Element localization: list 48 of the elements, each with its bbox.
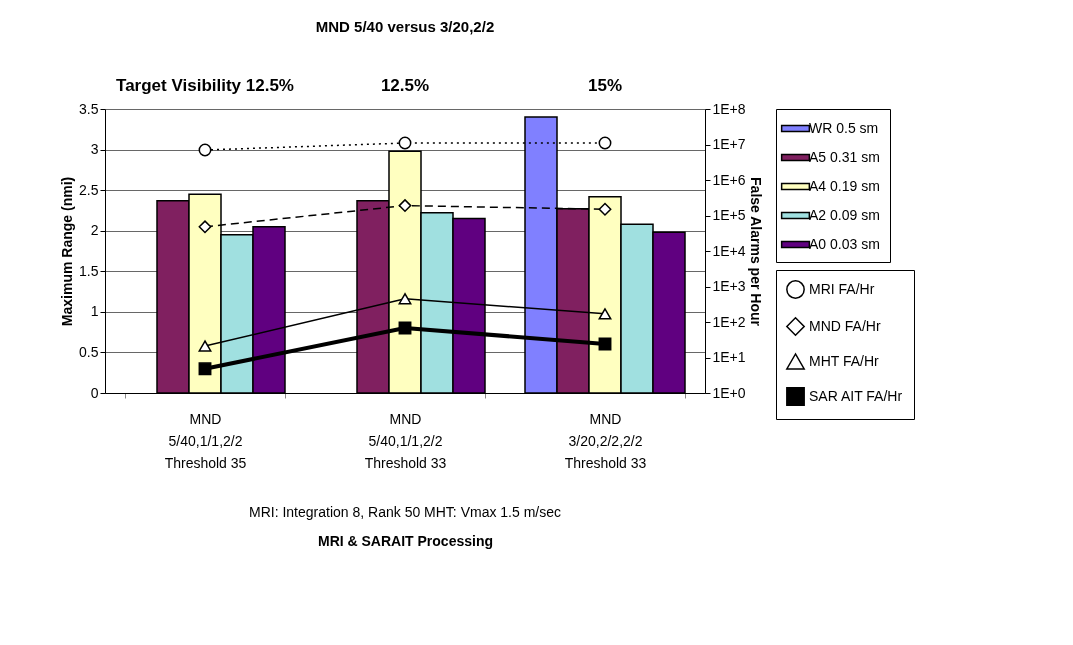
legend-label: WR 0.5 sm bbox=[809, 119, 879, 136]
point bbox=[398, 321, 412, 335]
x-axis-title: MRI & SARAIT Processing bbox=[317, 532, 494, 549]
text: 12.5% bbox=[380, 76, 430, 95]
y2-axis-title: False Alarms per Hour bbox=[747, 177, 764, 327]
y-tick-label: 1 bbox=[90, 303, 99, 320]
y2-tick-label: 1E+5 bbox=[712, 207, 746, 223]
x-tick-label: MND 5/40,1/1,2/2 Threshold 35 bbox=[164, 410, 247, 471]
text: MRI: Integration 8, Rank 50 MHT: Vmax 1.5 m/sec bbox=[248, 504, 562, 520]
chart-title: MND 5/40 versus 3/20,2/2 bbox=[315, 18, 495, 35]
x-tick-label: MND 3/20,2/2,2/2 Threshold 33 bbox=[564, 410, 647, 471]
y-axis-title: Maximum Range (nmi) bbox=[59, 176, 76, 327]
y-tick-label: 0.5 bbox=[79, 343, 99, 360]
text: 15% bbox=[587, 76, 623, 95]
point bbox=[398, 136, 412, 150]
y-tick-label: 3.5 bbox=[79, 100, 99, 117]
y-tick-label: 1.5 bbox=[79, 262, 99, 279]
y-tick-label: 2 bbox=[90, 222, 99, 239]
y2-tick-label: 1E+1 bbox=[712, 349, 746, 365]
y2-tick-label: 1E+6 bbox=[712, 171, 746, 188]
point bbox=[198, 362, 212, 376]
point bbox=[398, 293, 412, 305]
legend-label: MHT FA/Hr bbox=[809, 352, 880, 369]
legend-label: A2 0.09 sm bbox=[809, 206, 880, 223]
y-tick-label: 3 bbox=[90, 141, 99, 158]
y2-tick-label: 1E+3 bbox=[712, 278, 746, 294]
legend-label: MND FA/Hr bbox=[809, 317, 881, 334]
point bbox=[598, 308, 612, 320]
y2-tick-label: 1E+2 bbox=[712, 313, 746, 330]
legend-label: MRI FA/Hr bbox=[809, 280, 875, 297]
point bbox=[598, 202, 612, 216]
point bbox=[198, 340, 212, 352]
y2-tick-label: 1E+0 bbox=[712, 384, 746, 401]
legend-label: A0 0.03 sm bbox=[809, 235, 880, 252]
y2-tick-label: 1E+4 bbox=[712, 242, 746, 259]
x-tick-label: MND 5/40,1/1,2/2 Threshold 33 bbox=[364, 410, 447, 471]
y-tick-label: 2.5 bbox=[79, 181, 99, 198]
y-tick-label: 0 bbox=[90, 384, 99, 401]
point bbox=[198, 220, 212, 234]
point bbox=[198, 143, 212, 157]
text: Target Visibility 12.5% bbox=[116, 76, 294, 95]
legend-label: A5 0.31 sm bbox=[809, 148, 880, 165]
y2-tick-label: 1E+7 bbox=[712, 136, 746, 152]
point bbox=[598, 136, 612, 150]
y2-tick-label: 1E+8 bbox=[712, 100, 746, 117]
point bbox=[398, 199, 412, 213]
legend-label: A4 0.19 sm bbox=[809, 177, 880, 194]
legend-label: SAR AIT FA/Hr bbox=[809, 387, 903, 404]
